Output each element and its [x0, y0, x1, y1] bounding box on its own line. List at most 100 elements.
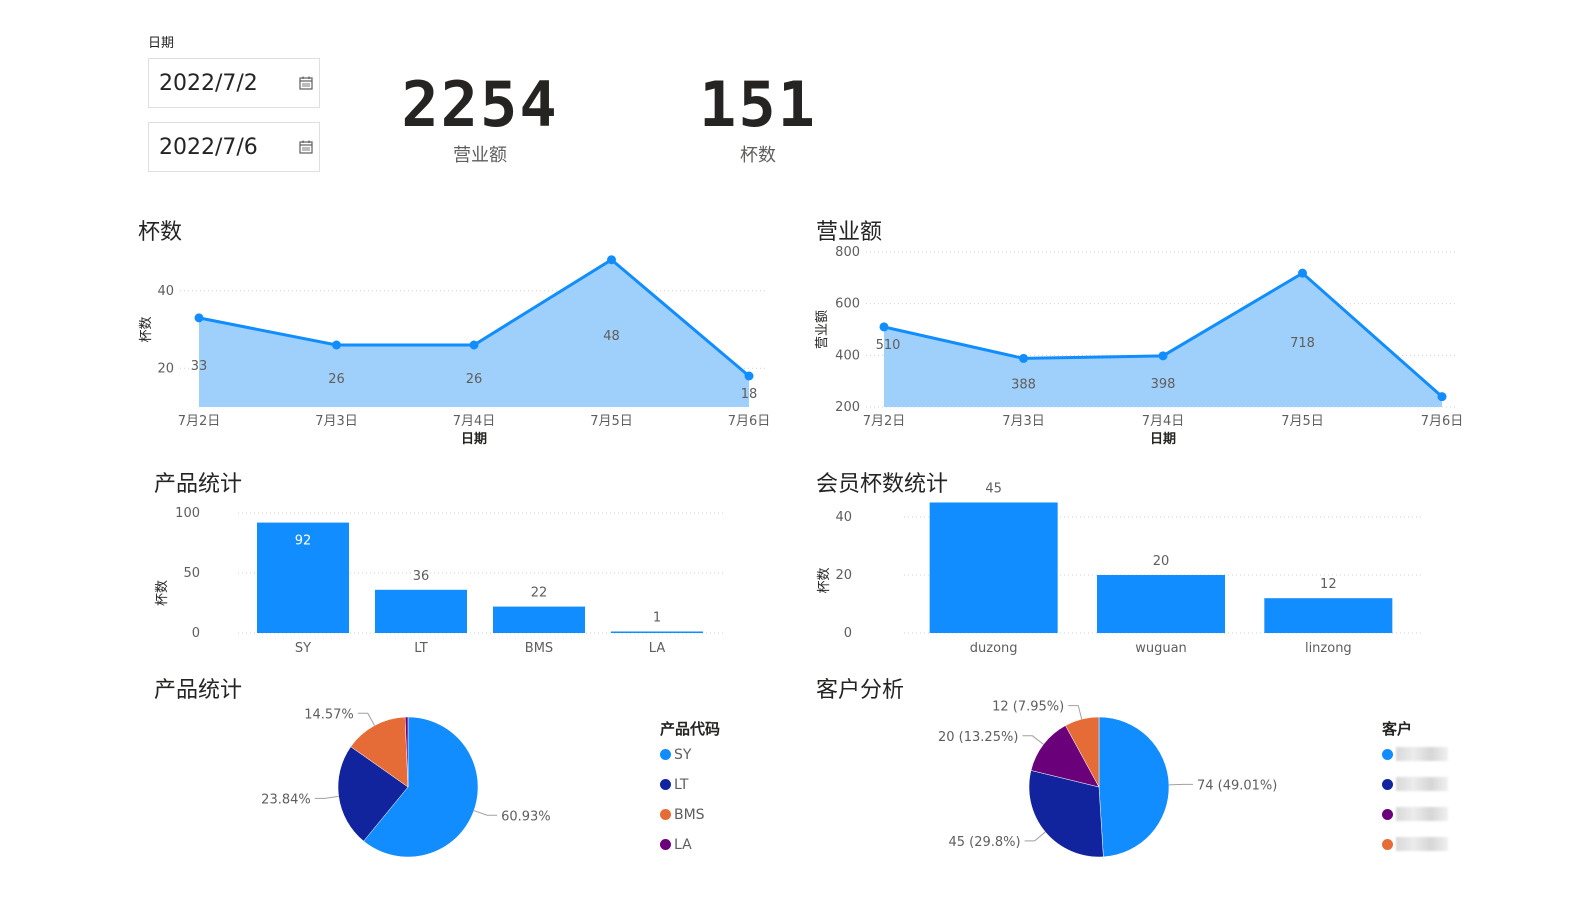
legend-item-customer[interactable] — [1382, 835, 1448, 855]
legend-item-bms[interactable]: BMS — [660, 805, 720, 825]
redacted-customer-name — [1396, 747, 1448, 761]
data-label: 48 — [603, 329, 620, 344]
legend-dot-icon — [1382, 749, 1393, 760]
product-bar-chart-title: 产品统计 — [154, 472, 243, 497]
data-point — [1019, 353, 1028, 363]
data-point — [332, 340, 341, 350]
slice-label: 23.84% — [261, 792, 311, 807]
end-date-input[interactable]: 2022/7/6 — [148, 122, 320, 172]
kpi-revenue-card: 2254 营业额 — [380, 68, 580, 167]
y-tick-label: 0 — [192, 626, 200, 641]
data-point — [744, 371, 754, 381]
x-tick-label: 7月6日 — [728, 414, 771, 429]
slice-label: 14.57% — [304, 707, 354, 722]
slice-label: 60.93% — [501, 809, 551, 824]
x-tick-label: 7月3日 — [1002, 414, 1045, 429]
y-tick-label: 400 — [835, 348, 860, 363]
y-tick-label: 0 — [844, 626, 852, 641]
revenue-line-chart-title: 营业额 — [816, 220, 883, 245]
pie-slice — [1028, 770, 1104, 858]
legend-item-sy[interactable]: SY — [660, 745, 720, 765]
x-axis-label: 日期 — [461, 432, 487, 447]
y-tick-label: 50 — [183, 566, 200, 581]
data-point — [469, 340, 479, 350]
kpi-cups-value: 151 — [699, 68, 817, 141]
legend-label: SY — [674, 747, 692, 763]
data-label: 22 — [531, 586, 548, 601]
legend-item-customer[interactable] — [1382, 745, 1448, 765]
bar — [1264, 598, 1393, 633]
leader-line — [314, 795, 339, 799]
x-tick-label: 7月5日 — [590, 414, 633, 429]
y-axis-label: 杯数 — [817, 567, 832, 593]
bar — [493, 606, 585, 633]
data-label: 26 — [466, 372, 483, 387]
data-point — [1158, 351, 1168, 361]
pie-slice — [363, 716, 479, 858]
data-label: 398 — [1151, 377, 1176, 392]
end-date-value: 2022/7/6 — [159, 135, 258, 160]
y-axis-label: 杯数 — [139, 316, 154, 342]
legend-item-customer[interactable] — [1382, 775, 1448, 795]
bar — [611, 631, 703, 633]
data-label: 26 — [328, 372, 345, 387]
y-axis-label: 营业额 — [815, 310, 830, 349]
y-axis-label: 杯数 — [155, 580, 170, 606]
data-label: 12 — [1320, 577, 1337, 592]
start-date-value: 2022/7/2 — [159, 71, 258, 96]
x-tick-label: 7月2日 — [178, 414, 221, 429]
legend-dot-icon — [660, 749, 671, 760]
pie-slice — [1098, 716, 1170, 858]
data-label: 92 — [295, 534, 312, 549]
data-point — [607, 255, 616, 265]
y-tick-label: 20 — [835, 568, 852, 583]
pie-slice — [404, 716, 409, 788]
data-point — [1298, 268, 1307, 278]
data-label: 45 — [985, 482, 1002, 497]
legend-item-lt[interactable]: LT — [660, 775, 720, 795]
kpi-revenue-value: 2254 — [401, 68, 559, 141]
kpi-cups-card: 151 杯数 — [658, 68, 858, 167]
x-tick-label: linzong — [1305, 641, 1352, 656]
legend-dot-icon — [1382, 779, 1393, 790]
customer-pie-legend: 客户 — [1382, 718, 1448, 855]
product-pie-chart-title: 产品统计 — [154, 678, 243, 703]
legend-dot-icon — [660, 779, 671, 790]
y-tick-label: 600 — [835, 297, 860, 312]
data-label: 1 — [653, 611, 661, 626]
legend-item-customer[interactable] — [1382, 805, 1448, 825]
data-label: 18 — [741, 387, 758, 402]
start-date-input[interactable]: 2022/7/2 — [148, 58, 320, 108]
slice-label: 74 (49.01%) — [1197, 778, 1277, 793]
slice-label: 12 (7.95%) — [992, 700, 1064, 715]
kpi-revenue-label: 营业额 — [453, 145, 507, 166]
redacted-customer-name — [1396, 807, 1448, 821]
x-tick-label: 7月3日 — [315, 414, 358, 429]
data-label: 718 — [1290, 336, 1315, 351]
customer-legend-title: 客户 — [1382, 720, 1413, 738]
y-tick-label: 40 — [157, 284, 174, 299]
kpi-cups-label: 杯数 — [740, 145, 776, 166]
leader-line — [1022, 735, 1044, 745]
data-label: 510 — [876, 338, 901, 353]
x-tick-label: BMS — [525, 641, 553, 656]
leader-line — [1024, 831, 1046, 842]
x-tick-label: LA — [649, 641, 666, 656]
data-label: 33 — [191, 359, 208, 374]
x-tick-label: 7月2日 — [863, 414, 906, 429]
legend-item-la[interactable]: LA — [660, 835, 720, 855]
legend-label: LA — [674, 837, 692, 853]
x-axis-label: 日期 — [1150, 432, 1176, 447]
slice-label: 45 (29.8%) — [948, 835, 1020, 850]
y-tick-label: 800 — [835, 245, 860, 260]
calendar-icon[interactable] — [299, 139, 313, 155]
bar — [929, 502, 1058, 633]
calendar-icon[interactable] — [299, 75, 313, 91]
data-label: 388 — [1011, 377, 1036, 392]
leader-line — [473, 810, 498, 816]
product-pie-legend: 产品代码 SY LT BMS LA — [660, 718, 720, 855]
customer-pie-chart-title: 客户分析 — [816, 678, 905, 703]
redacted-customer-name — [1396, 777, 1448, 791]
x-tick-label: duzong — [970, 641, 1018, 656]
